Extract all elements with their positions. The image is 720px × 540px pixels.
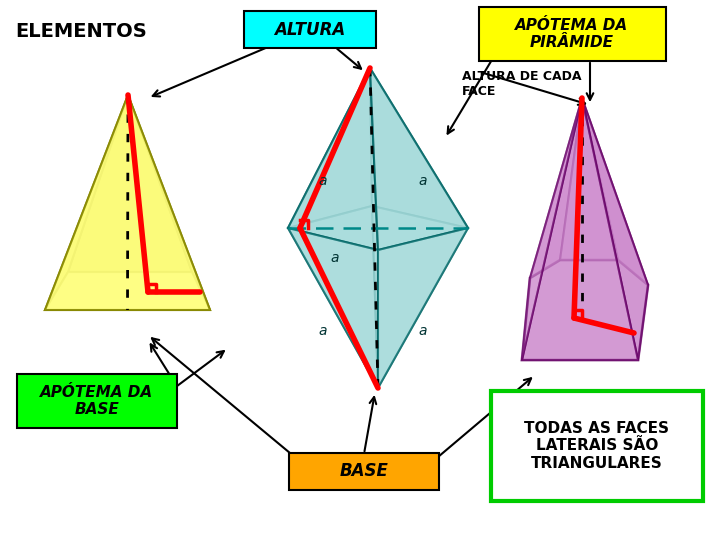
Polygon shape — [128, 95, 210, 310]
Text: ELEMENTOS: ELEMENTOS — [15, 22, 147, 41]
Polygon shape — [45, 272, 210, 310]
Text: a: a — [330, 251, 338, 265]
Polygon shape — [522, 98, 638, 360]
Polygon shape — [372, 206, 468, 388]
Polygon shape — [522, 98, 582, 360]
Polygon shape — [522, 260, 648, 360]
Polygon shape — [288, 206, 378, 388]
FancyBboxPatch shape — [244, 11, 376, 48]
Polygon shape — [45, 95, 128, 310]
Polygon shape — [288, 68, 372, 228]
Text: TODAS AS FACES
LATERAIS SÃO
TRIANGULARES: TODAS AS FACES LATERAIS SÃO TRIANGULARES — [524, 421, 670, 471]
Polygon shape — [45, 95, 210, 310]
FancyBboxPatch shape — [491, 391, 703, 501]
Polygon shape — [68, 95, 192, 272]
Text: ALTURA: ALTURA — [274, 21, 346, 39]
Text: APÓTEMA DA
PIRÂMIDE: APÓTEMA DA PIRÂMIDE — [516, 18, 629, 50]
Text: a: a — [318, 174, 326, 188]
Polygon shape — [370, 68, 468, 250]
Polygon shape — [560, 98, 618, 260]
Polygon shape — [582, 98, 648, 360]
Polygon shape — [582, 98, 648, 285]
Text: BASE: BASE — [340, 462, 388, 480]
Polygon shape — [288, 228, 378, 388]
FancyBboxPatch shape — [479, 7, 666, 61]
Text: a: a — [318, 324, 326, 338]
Polygon shape — [370, 68, 468, 228]
Polygon shape — [530, 98, 582, 278]
Text: ALTURA DE CADA
FACE: ALTURA DE CADA FACE — [462, 70, 582, 98]
Polygon shape — [378, 228, 468, 388]
Text: a: a — [418, 324, 426, 338]
Polygon shape — [288, 68, 378, 250]
Text: APÓTEMA DA
BASE: APÓTEMA DA BASE — [40, 385, 153, 417]
Text: a: a — [418, 174, 426, 188]
FancyBboxPatch shape — [17, 374, 177, 428]
FancyBboxPatch shape — [289, 453, 439, 490]
